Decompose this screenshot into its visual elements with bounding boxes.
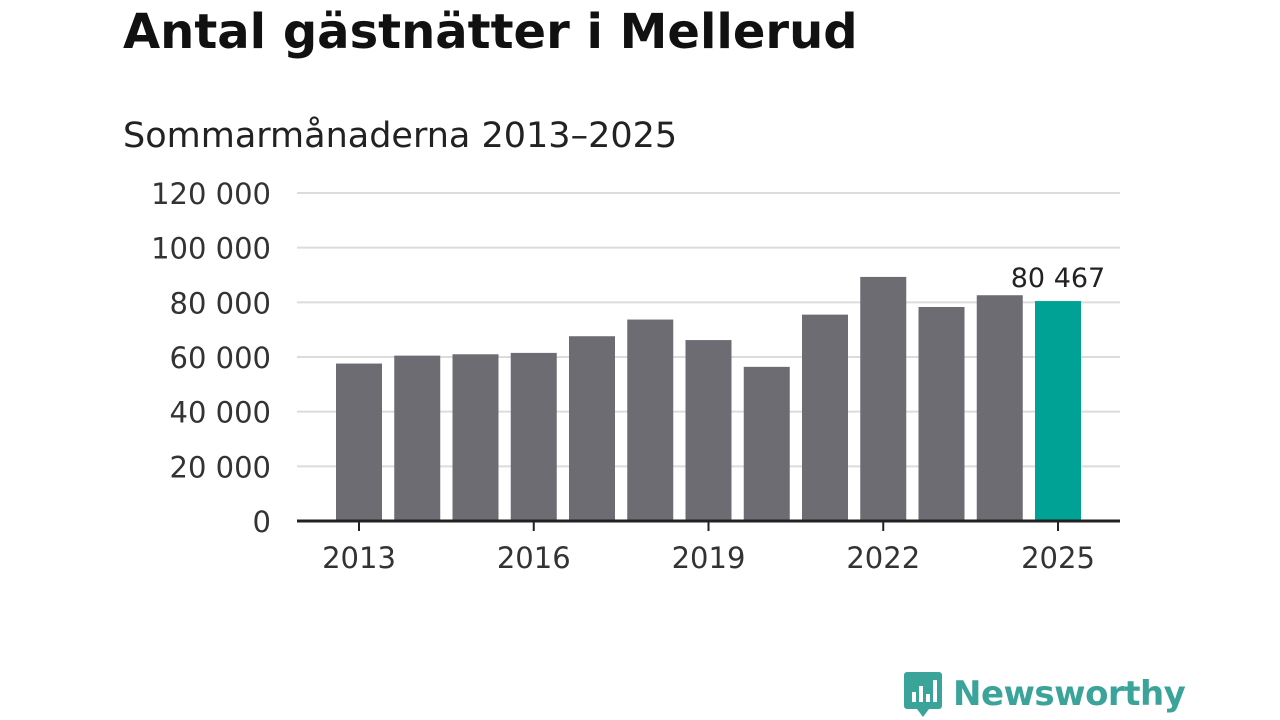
bar-2014 bbox=[394, 355, 441, 521]
bar-2022 bbox=[860, 276, 907, 521]
y-tick-label: 0 bbox=[253, 505, 271, 539]
bar-2016 bbox=[510, 352, 557, 521]
newsworthy-logo: Newsworthy bbox=[903, 670, 1186, 718]
y-tick-label: 20 000 bbox=[170, 450, 271, 484]
y-tick-label: 100 000 bbox=[151, 232, 271, 266]
bar-2023 bbox=[918, 306, 965, 521]
chart-title: Antal gästnätter i Mellerud bbox=[123, 4, 858, 60]
y-tick-label: 40 000 bbox=[170, 396, 271, 430]
newsworthy-logo-text: Newsworthy bbox=[953, 674, 1186, 714]
chart-subtitle: Sommarmånaderna 2013–2025 bbox=[123, 116, 678, 156]
x-tick-label: 2022 bbox=[846, 541, 920, 575]
bar-2021 bbox=[802, 314, 848, 521]
data-label: 80 467 bbox=[1011, 263, 1105, 294]
x-tick-label: 2016 bbox=[497, 541, 571, 575]
bar-2015 bbox=[452, 354, 499, 521]
bar-2017 bbox=[569, 336, 615, 521]
bar-2024 bbox=[976, 295, 1023, 521]
bar-2020 bbox=[743, 366, 790, 521]
bar-2013 bbox=[336, 363, 382, 521]
bar-2025 bbox=[1035, 301, 1081, 521]
y-tick-label: 120 000 bbox=[151, 177, 271, 211]
y-tick-label: 80 000 bbox=[170, 286, 271, 320]
y-tick-label: 60 000 bbox=[170, 341, 271, 375]
bar-2019 bbox=[685, 340, 732, 521]
x-tick-label: 2013 bbox=[322, 541, 396, 575]
x-tick-label: 2025 bbox=[1021, 541, 1095, 575]
x-tick-label: 2019 bbox=[672, 541, 746, 575]
bar-2018 bbox=[627, 319, 674, 521]
newsworthy-logo-icon bbox=[904, 672, 942, 717]
